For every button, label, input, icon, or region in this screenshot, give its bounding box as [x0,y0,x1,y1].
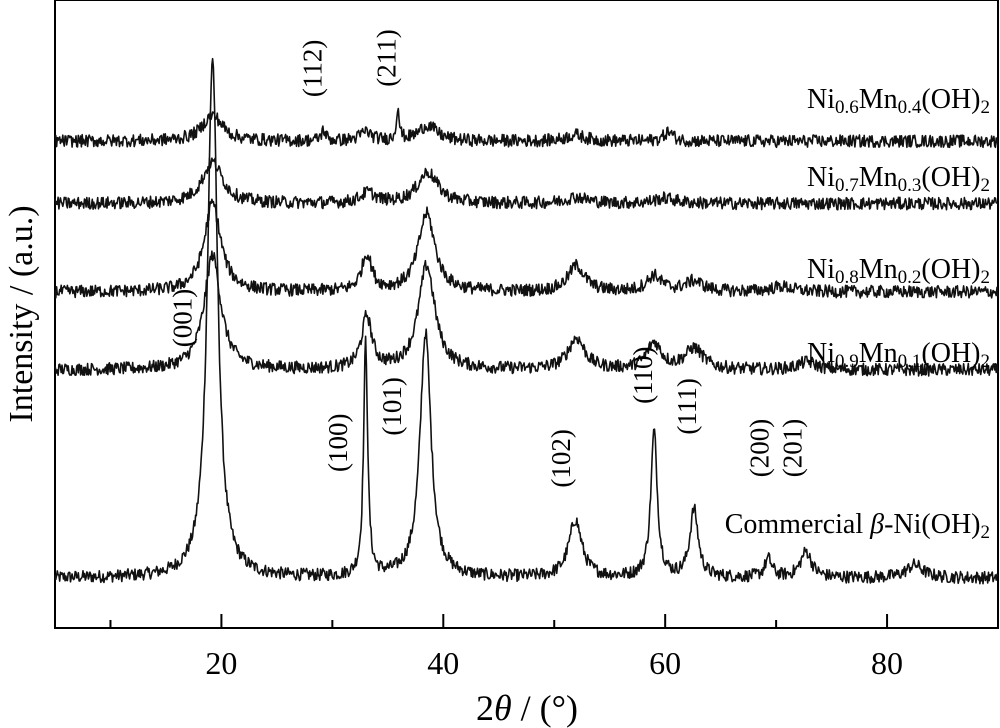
x-tick-label-3: 80 [871,645,903,681]
x-axis-label: 2θ / (°) [476,688,578,728]
peak-annotation-1: (100) [323,414,353,472]
x-tick-label-1: 40 [427,645,459,681]
plot-frame [54,0,999,629]
peak-annotation-5: (111) [672,378,702,434]
series-labels: Commercial β-Ni(OH)2 Ni0.9Mn0.1(OH)2 Ni0.8… [725,84,990,543]
peak-annotations: (001) (100) (101) (102) (110) (111) (200) (201)… [168,29,808,487]
peak-annotation-8: (112) [297,40,327,97]
series-label-0: Commercial β-Ni(OH)2 [725,509,990,543]
peak-annotation-2: (101) [377,377,407,435]
series-line-2 [54,198,999,299]
peak-annotation-6: (200) [744,419,774,477]
peak-annotation-9: (211) [372,29,402,86]
x-tick-label-2: 60 [649,645,681,681]
series-line-4 [54,107,999,149]
y-axis-label: Intensity / (a.u.) [3,205,40,422]
traces [54,57,999,585]
series-label-2: Ni0.8Mn0.2(OH)2 [807,254,990,288]
x-axis-ticks: 20 40 60 80 [109,614,903,681]
peak-annotation-4: (110) [628,346,658,403]
peak-annotation-7: (201) [778,419,808,477]
series-label-3: Ni0.7Mn0.3(OH)2 [807,162,990,196]
series-label-1: Ni0.9Mn0.1(OH)2 [807,338,990,372]
peak-annotation-0: (001) [168,289,198,347]
series-label-4: Ni0.6Mn0.4(OH)2 [807,84,990,118]
series-line-1 [54,250,999,377]
series-line-3 [54,157,999,211]
series-line-0 [54,57,999,585]
peak-annotation-3: (102) [546,429,576,487]
x-tick-label-0: 20 [205,645,237,681]
